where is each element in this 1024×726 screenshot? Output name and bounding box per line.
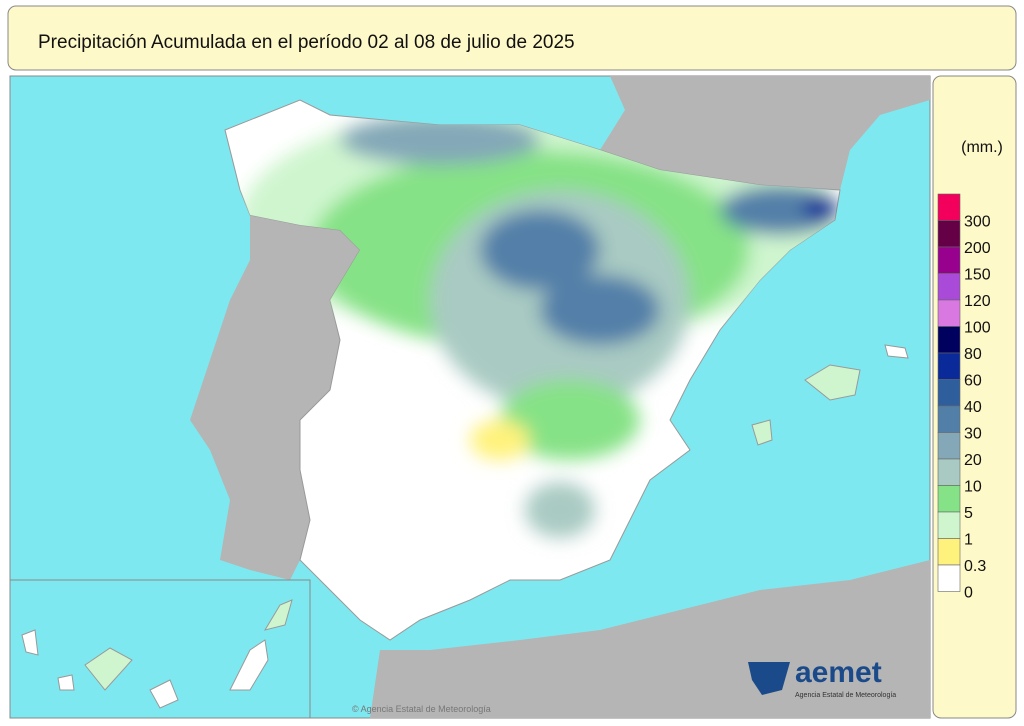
legend-swatch — [937, 299, 961, 327]
title: Precipitación Acumulada en el período 02… — [38, 32, 575, 53]
precip-area — [804, 194, 836, 222]
legend-swatch — [937, 485, 961, 513]
island — [229, 639, 269, 691]
legend-label: 300 — [964, 214, 991, 231]
legend-label: 20 — [964, 452, 982, 469]
logo-subtitle: Agencia Estatal de Meteorología — [795, 692, 896, 699]
legend-label: 0.3 — [964, 558, 986, 575]
legend-swatch — [937, 511, 961, 539]
legend-label: 100 — [964, 320, 991, 337]
legend-label: 40 — [964, 399, 982, 416]
precip-area — [470, 420, 530, 460]
legend-label: 60 — [964, 373, 982, 390]
precip-area — [525, 482, 595, 538]
legend-label: 1 — [964, 532, 973, 549]
legend-label: 200 — [964, 240, 991, 257]
legend-label: 5 — [964, 505, 973, 522]
france — [600, 76, 930, 190]
legend: 300 200 150 120 100 80 60 40 30 20 10 5 1 0.3 0 — [937, 193, 991, 602]
legend-label: 30 — [964, 426, 982, 443]
legend-swatch — [937, 538, 961, 566]
precip-area — [500, 380, 640, 460]
legend-swatch — [937, 220, 961, 248]
legend-swatch — [937, 246, 961, 274]
legend-swatch — [937, 405, 961, 433]
legend-swatch — [937, 352, 961, 380]
island — [84, 647, 133, 691]
legend-swatch — [937, 273, 961, 301]
legend-swatch — [937, 379, 961, 407]
logo-icon — [748, 662, 790, 695]
portugal — [190, 215, 360, 580]
legend-swatch — [937, 193, 961, 221]
menorca — [884, 344, 909, 359]
legend-label: 80 — [964, 346, 982, 363]
legend-label: 150 — [964, 267, 991, 284]
legend-label: 0 — [964, 585, 973, 602]
mallorca — [804, 364, 861, 401]
legend-label: 10 — [964, 479, 982, 496]
precip-area — [340, 115, 540, 165]
canary-islands — [21, 599, 293, 709]
island — [263, 599, 293, 631]
island — [57, 674, 75, 691]
legend-swatch — [937, 458, 961, 486]
copyright: © Agencia Estatal de Meteorología — [352, 704, 491, 714]
legend-swatch — [937, 432, 961, 460]
ibiza — [751, 419, 773, 446]
precip-area — [480, 210, 600, 290]
legend-unit: (mm.) — [961, 139, 1003, 156]
legend-swatch — [937, 326, 961, 354]
island — [21, 629, 39, 656]
legend-swatch — [937, 564, 961, 592]
legend-label: 120 — [964, 293, 991, 310]
logo-name: aemet — [795, 656, 882, 689]
precip-area — [540, 275, 660, 345]
africa — [370, 560, 930, 718]
title-box — [7, 5, 1017, 71]
logo: aemet Agencia Estatal de Meteorología — [748, 656, 896, 699]
island — [149, 679, 179, 709]
